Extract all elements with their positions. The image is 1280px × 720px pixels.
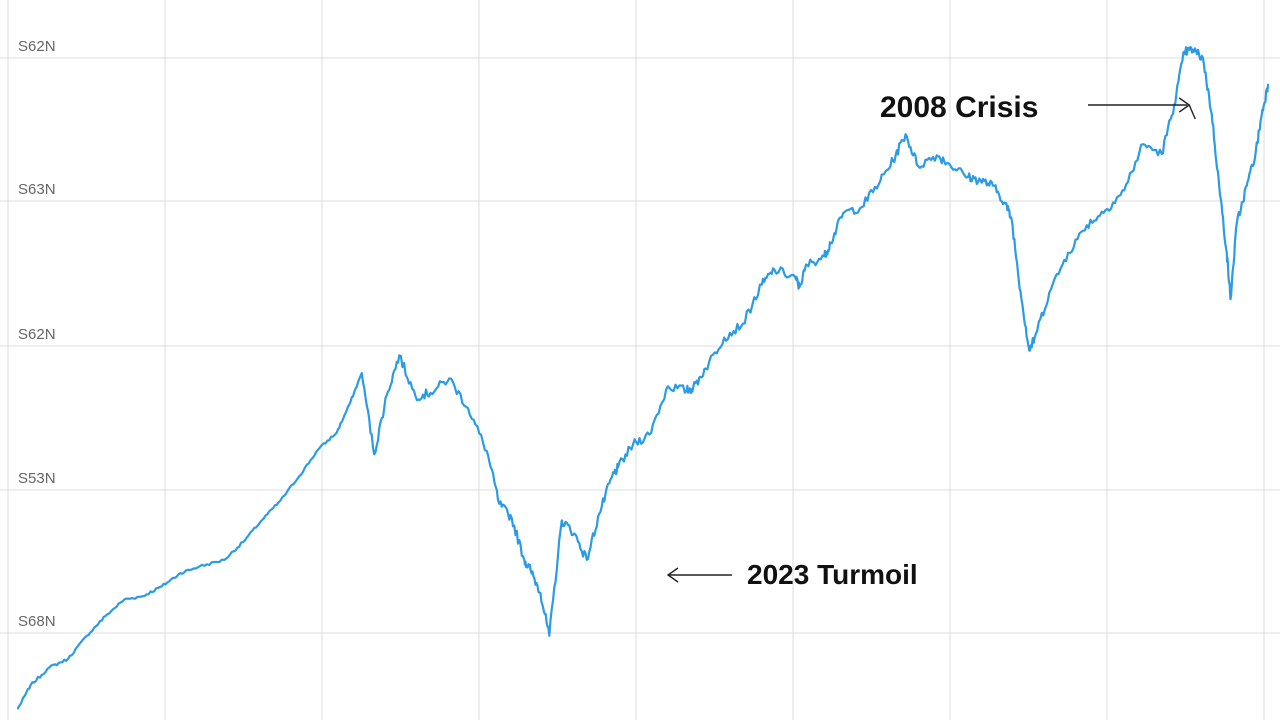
annotation-2008-crisis: 2008 Crisis	[880, 91, 1038, 124]
annotation-2023-turmoil: 2023 Turmoil	[747, 559, 918, 590]
y-tick-label: S68N	[18, 613, 56, 630]
annotation-2008-crisis-arrowhead	[1178, 97, 1196, 120]
y-tick-label: S62N	[18, 326, 56, 343]
y-tick-label: S62N	[18, 38, 56, 55]
annotations: 2008 Crisis 2023 Turmoil	[666, 91, 1196, 590]
series-line	[16, 46, 1270, 710]
y-axis-tick-labels: S62N S63N S62N S53N S68N	[18, 38, 56, 630]
y-tick-label: S53N	[18, 470, 56, 487]
y-tick-label: S63N	[18, 181, 56, 198]
annotation-2023-turmoil-arrowhead	[666, 567, 679, 583]
